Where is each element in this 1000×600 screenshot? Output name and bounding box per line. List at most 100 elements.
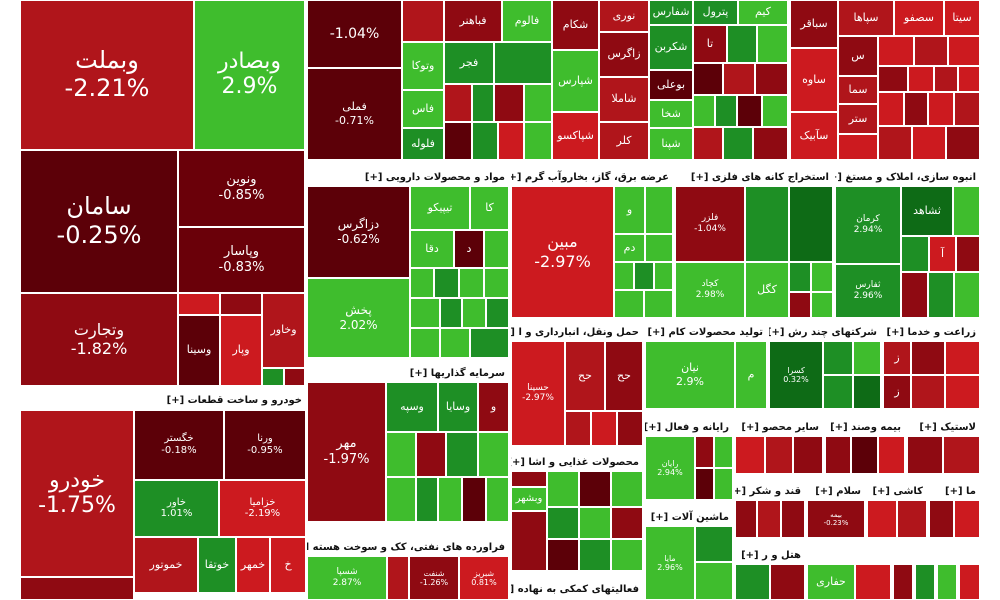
- tile-aa[interactable]: آ: [929, 236, 956, 272]
- tile-small[interactable]: [908, 66, 934, 92]
- tile-sheshad[interactable]: ثشاهد: [901, 186, 953, 236]
- tile-small[interactable]: [757, 500, 781, 538]
- tile-small[interactable]: [614, 262, 634, 290]
- tile-mehr[interactable]: مهر -1.97%: [307, 382, 386, 522]
- tile-small[interactable]: [591, 411, 617, 446]
- tile-small[interactable]: [178, 293, 220, 315]
- tile-noori[interactable]: نوری: [599, 0, 649, 32]
- tile-pakhsh[interactable]: پخش 2.02%: [307, 278, 410, 358]
- tile-dzagros[interactable]: دزاگرس -0.62%: [307, 186, 410, 278]
- tile-small[interactable]: [695, 526, 733, 562]
- tile-small[interactable]: [914, 36, 948, 66]
- tile-small[interactable]: [484, 268, 509, 298]
- tile-shamla[interactable]: شاملا: [599, 77, 649, 122]
- tile-shekam[interactable]: شکام: [552, 0, 599, 50]
- tile-small[interactable]: [723, 63, 755, 95]
- tile-small[interactable]: [579, 507, 611, 539]
- tile-small[interactable]: [695, 562, 733, 600]
- tile-small[interactable]: [693, 95, 715, 127]
- tile-shapna[interactable]: شپنا: [649, 128, 693, 160]
- tile-small[interactable]: [714, 468, 733, 500]
- tile-small[interactable]: [695, 468, 714, 500]
- tile-top-neg[interactable]: -1.04%: [307, 0, 402, 68]
- tile-small[interactable]: [402, 0, 444, 42]
- tile-vtoka[interactable]: وتوکا: [402, 42, 444, 90]
- section-title[interactable]: لاستیک [+]: [907, 420, 980, 436]
- tile-small[interactable]: [953, 186, 980, 236]
- tile-small[interactable]: [470, 328, 509, 358]
- tile-vsaya[interactable]: وسایا: [438, 382, 478, 432]
- tile-small[interactable]: [416, 477, 438, 522]
- tile-sheb[interactable]: شبریز 0.81%: [459, 556, 509, 600]
- tile-khgostar[interactable]: خگستر -0.18%: [134, 410, 224, 480]
- tile-small[interactable]: [494, 84, 524, 122]
- tile-small[interactable]: [695, 436, 714, 468]
- section-title[interactable]: تولید محصولات کام [+]: [645, 325, 767, 341]
- tile-shfars[interactable]: شفارس: [649, 0, 693, 25]
- tile-small[interactable]: [789, 262, 811, 292]
- tile-small[interactable]: [693, 63, 723, 95]
- tile-tipico[interactable]: تیپیکو: [410, 186, 470, 230]
- tile-small[interactable]: [440, 328, 470, 358]
- tile-fpas[interactable]: فاس: [402, 90, 444, 128]
- section-title[interactable]: انبوه سازی، املاک و مستغ [+]: [835, 170, 980, 186]
- tile-vbemellat[interactable]: وبملت -2.21%: [20, 0, 194, 150]
- section-title[interactable]: سایر محصو [+]: [735, 420, 823, 436]
- section-title[interactable]: محصولات غذایی و اشا [+]: [511, 455, 643, 471]
- tile-small[interactable]: [472, 84, 494, 122]
- tile-small[interactable]: [387, 556, 409, 600]
- tile-shpars[interactable]: شپارس: [552, 50, 599, 112]
- tile-sabik[interactable]: سآبیک: [790, 112, 838, 160]
- tile-small[interactable]: [410, 298, 440, 328]
- tile-small[interactable]: [755, 63, 788, 95]
- tile-small[interactable]: [714, 436, 733, 468]
- tile-small[interactable]: [757, 25, 788, 63]
- tile-small[interactable]: [878, 92, 904, 126]
- tile-small[interactable]: [934, 66, 958, 92]
- tile-small[interactable]: [915, 564, 935, 600]
- tile-small[interactable]: [645, 234, 673, 262]
- tile-mobin[interactable]: مبین -2.97%: [511, 186, 614, 318]
- tile-s[interactable]: س: [838, 36, 878, 76]
- tile-small[interactable]: [929, 500, 954, 538]
- tile-small[interactable]: [565, 411, 591, 446]
- section-title[interactable]: استخراج کانه های فلزی [+]: [675, 170, 833, 186]
- tile-small[interactable]: [878, 66, 908, 92]
- tile-vnovin[interactable]: ونوین -0.85%: [178, 150, 305, 227]
- tile-vkhavar[interactable]: وخاور: [262, 293, 305, 368]
- tile-small[interactable]: [20, 577, 134, 600]
- tile-bimeh[interactable]: بیمه -0.23%: [807, 500, 865, 538]
- section-title[interactable]: ماشین آلات [+]: [645, 510, 733, 526]
- tile-kim[interactable]: کیم: [738, 0, 788, 25]
- tile-small[interactable]: [789, 186, 833, 262]
- tile-khavar[interactable]: خاور 1.01%: [134, 480, 219, 537]
- section-title[interactable]: سرمایه گذاریها [+]: [307, 366, 509, 382]
- tile-small[interactable]: [444, 122, 472, 160]
- tile-small[interactable]: [611, 539, 643, 571]
- tile-small[interactable]: [614, 290, 644, 318]
- tile-small[interactable]: [789, 292, 811, 318]
- tile-ta[interactable]: تا: [693, 25, 727, 63]
- tile-fmeli[interactable]: فملی -0.71%: [307, 68, 402, 160]
- tile-khmehr[interactable]: خمهر: [236, 537, 270, 593]
- tile-small[interactable]: [579, 471, 611, 507]
- tile-small[interactable]: [901, 236, 929, 272]
- tile-small[interactable]: [462, 477, 486, 522]
- tile-small[interactable]: [654, 262, 673, 290]
- tile-m[interactable]: م: [735, 341, 767, 409]
- tile-small[interactable]: [912, 126, 946, 160]
- tile-small[interactable]: [745, 186, 789, 262]
- tile-shakhese[interactable]: شخا: [649, 100, 693, 128]
- tile-kasra[interactable]: کسرا 0.32%: [769, 341, 823, 409]
- tile-small[interactable]: [762, 95, 788, 127]
- tile-small[interactable]: [693, 127, 723, 160]
- tile-small[interactable]: [954, 500, 980, 538]
- tile-small[interactable]: [410, 328, 440, 358]
- tile-small[interactable]: [948, 36, 980, 66]
- tile-kerman[interactable]: کرمان 2.94%: [835, 186, 901, 264]
- tile-kchad[interactable]: کچاد 2.98%: [675, 262, 745, 318]
- tile-small[interactable]: [498, 122, 524, 160]
- section-title[interactable]: ما [+]: [929, 484, 980, 500]
- tile-booali[interactable]: بوعلی: [649, 70, 693, 100]
- tile-vaman[interactable]: حفاری: [807, 564, 855, 600]
